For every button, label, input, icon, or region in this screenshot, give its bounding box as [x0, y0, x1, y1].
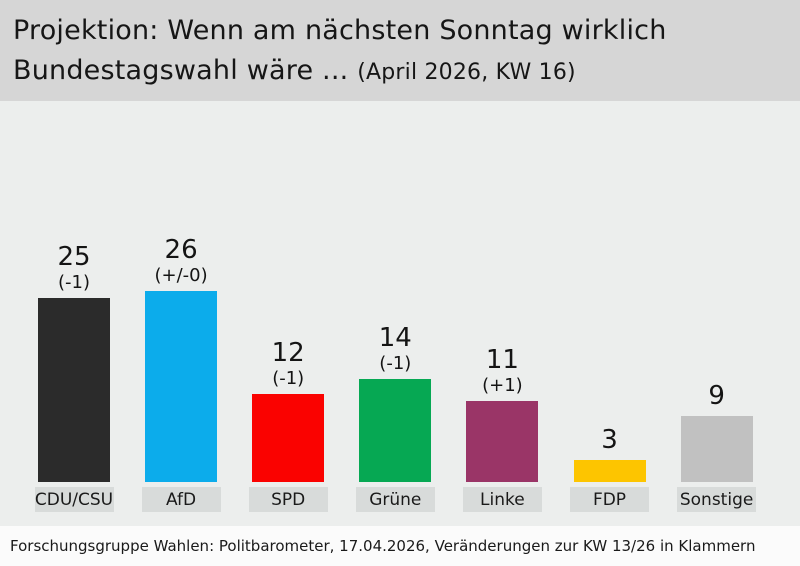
- bar-change-label: (+/-0): [154, 265, 208, 286]
- category-label: Linke: [462, 487, 542, 512]
- bar-change-label: (-1): [379, 353, 412, 374]
- bar-group-spd: 12 (-1) SPD: [234, 338, 342, 512]
- bar-rect-linke: [466, 401, 539, 482]
- title-text-line2: Bundestagswahl wäre ...: [13, 55, 349, 86]
- bar-change-label: (-1): [58, 272, 90, 293]
- category-label: AfD: [141, 487, 221, 512]
- chart-title-line2: Bundestagswahl wäre ... (April 2026, KW …: [13, 51, 786, 93]
- bar-group-afd: 26 (+/-0) AfD: [127, 235, 235, 512]
- bar-group-gr-ne: 14 (-1) Grüne: [341, 323, 449, 512]
- category-label: SPD: [248, 487, 328, 512]
- bar-group-cdu-csu: 25 (-1) CDU/CSU: [20, 242, 128, 512]
- category-label: Sonstige: [677, 487, 757, 512]
- bar-chart-plot-area: 25 (-1) CDU/CSU 26 (+/-0) AfD 12 (-1) SPD 14 (-1) G…: [0, 101, 800, 526]
- title-text-line1: Projektion: Wenn am nächsten Sonntag wir…: [13, 15, 667, 46]
- bar-group-linke: 11 (+1) Linke: [448, 345, 556, 512]
- bar-change-label: (+1): [482, 375, 523, 396]
- bar-rect-fdp: [573, 460, 646, 482]
- bar-value-label: 26: [164, 235, 198, 265]
- bar-rect-sonstige: [680, 416, 753, 482]
- chart-header: Projektion: Wenn am nächsten Sonntag wir…: [0, 0, 800, 101]
- bar-change-label: (-1): [272, 368, 305, 389]
- bar-value-label: 3: [601, 425, 618, 455]
- bar-value-label: 25: [57, 242, 91, 272]
- bar-rect-afd: [145, 291, 218, 482]
- source-attribution: Forschungsgruppe Wahlen: Politbarometer,…: [10, 537, 756, 555]
- category-label: FDP: [570, 487, 649, 512]
- bar-rect-spd: [252, 394, 325, 482]
- bar-rect-gr-ne: [359, 379, 432, 482]
- category-label: Grüne: [355, 487, 435, 512]
- bar-rect-cdu-csu: [38, 298, 110, 482]
- chart-footer: Forschungsgruppe Wahlen: Politbarometer,…: [0, 526, 800, 566]
- bar-value-label: 11: [485, 345, 519, 375]
- title-period-suffix: (April 2026, KW 16): [357, 60, 576, 85]
- bar-group-sonstige: 9 Sonstige: [663, 381, 771, 512]
- category-label: CDU/CSU: [34, 487, 114, 512]
- chart-title-line1: Projektion: Wenn am nächsten Sonntag wir…: [13, 11, 786, 51]
- bar-group-fdp: 3 FDP: [556, 425, 664, 512]
- bar-value-label: 9: [708, 381, 725, 411]
- bar-value-label: 14: [378, 323, 412, 353]
- bar-value-label: 12: [271, 338, 305, 368]
